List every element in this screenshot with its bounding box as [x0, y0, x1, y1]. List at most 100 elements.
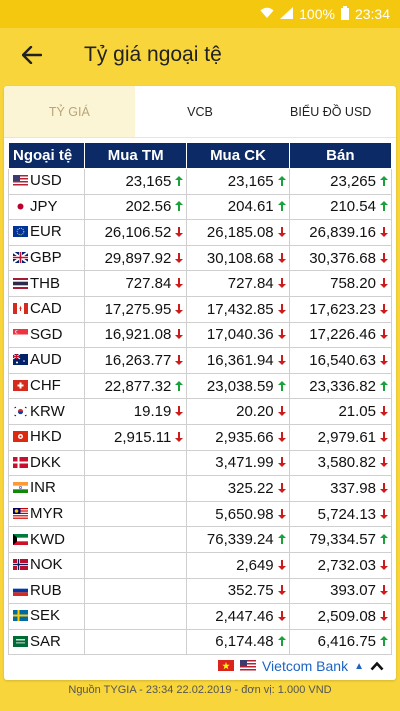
rates-card: TỶ GIÁ VCB BIỂU ĐỒ USD Ngoại tệ Mua TM M…: [4, 86, 396, 680]
down-arrow-icon: [277, 559, 287, 573]
table-row[interactable]: JPY 202.56 204.61 210.54: [8, 193, 393, 221]
mua-ck-value: 352.75: [227, 582, 274, 600]
ban-cell: 16,540.63: [288, 347, 393, 374]
down-arrow-icon: [379, 406, 389, 419]
exchange-rate-table: Ngoại tệ Mua TM Mua CK Bán USD 23,165 23…: [8, 142, 393, 656]
table-row[interactable]: USD 23,165 23,165 23,265: [8, 168, 393, 195]
mua-ck-value: 2,935.66: [215, 428, 274, 446]
currency-code: KWD: [30, 530, 65, 548]
down-arrow-icon: [277, 610, 287, 624]
table-row[interactable]: NOK 2,649 2,732.03: [8, 551, 393, 579]
table-row[interactable]: RUB 352.75 393.07: [8, 577, 393, 605]
mua-ck-cell: 20.20: [186, 398, 290, 425]
mua-tm-value: 727.84: [125, 275, 172, 293]
down-arrow-icon: [379, 354, 389, 368]
table-row[interactable]: CAD 17,275.95 17,432.85 17,623.23: [8, 295, 393, 323]
down-arrow-icon: [379, 329, 389, 342]
table-row[interactable]: CHF 22,877.32 23,038.59 23,336.82: [8, 372, 393, 400]
mua-tm-cell: [83, 500, 188, 528]
rub-flag-icon: [13, 583, 28, 600]
chf-flag-icon: [13, 378, 28, 395]
table-row[interactable]: AUD 16,263.77 16,361.94 16,540.63: [8, 347, 393, 374]
currency-code: SEK: [30, 607, 61, 625]
sgd-flag-icon: [13, 327, 28, 344]
currency-cell: NOK: [8, 551, 85, 579]
up-arrow-icon: [379, 175, 389, 189]
ban-value: 23,265: [330, 172, 376, 190]
ban-cell: 26,839.16: [288, 219, 393, 246]
mua-ck-value: 30,108.68: [206, 249, 274, 267]
tab-bieu-do-usd[interactable]: BIỂU ĐỒ USD: [290, 104, 372, 119]
mua-ck-cell: 30,108.68: [186, 244, 290, 272]
table-row[interactable]: THB 727.84 727.84 758.20: [8, 270, 393, 297]
mua-ck-value: 325.22: [227, 479, 274, 497]
chevron-up-icon[interactable]: [370, 658, 384, 674]
currency-code: SAR: [30, 632, 61, 650]
currency-code: CAD: [30, 300, 62, 318]
currency-cell: DKK: [8, 449, 85, 477]
tab-ty-gia[interactable]: TỶ GIÁ: [4, 86, 135, 137]
table-row[interactable]: HKD 2,915.11 2,935.66 2,979.61: [8, 423, 393, 451]
mua-ck-cell: 3,471.99: [186, 449, 290, 477]
ban-cell: 23,265: [288, 168, 393, 195]
up-arrow-icon: [379, 534, 389, 547]
up-arrow-icon: [379, 636, 389, 649]
mua-tm-cell: 23,165: [83, 168, 188, 195]
ban-value: 2,732.03: [317, 556, 376, 574]
nok-flag-icon: [13, 557, 28, 574]
table-row[interactable]: SEK 2,447.46 2,509.08: [8, 603, 393, 630]
currency-code: AUD: [30, 351, 62, 369]
table-row[interactable]: DKK 3,471.99 3,580.82: [8, 449, 393, 477]
down-arrow-icon: [379, 252, 389, 266]
table-row[interactable]: SGD 16,921.08 17,040.36 17,226.46: [8, 321, 393, 349]
thb-flag-icon: [13, 276, 28, 293]
ban-value: 3,580.82: [317, 454, 376, 472]
ban-cell: 758.20: [288, 270, 393, 297]
table-row[interactable]: GBP 29,897.92 30,108.68 30,376.68: [8, 244, 393, 272]
mua-tm-cell: 16,263.77: [83, 347, 188, 374]
table-row[interactable]: KWD 76,339.24 79,334.57: [8, 526, 393, 553]
down-arrow-icon: [174, 329, 184, 342]
currency-code: INR: [30, 479, 56, 497]
eur-flag-icon: [13, 224, 28, 241]
down-arrow-icon: [379, 431, 389, 445]
tab-vcb[interactable]: VCB: [187, 104, 213, 119]
currency-cell: JPY: [8, 193, 85, 221]
dropdown-triangle-icon: ▲: [354, 660, 364, 672]
mua-tm-cell: [83, 603, 188, 630]
mua-tm-value: 16,263.77: [104, 351, 172, 369]
inr-flag-icon: [13, 480, 28, 497]
down-arrow-icon: [174, 303, 184, 317]
table-row[interactable]: SAR 6,174.48 6,416.75: [8, 628, 393, 656]
currency-code: SGD: [30, 325, 63, 343]
mua-ck-cell: 26,185.08: [186, 219, 290, 246]
currency-code: JPY: [30, 197, 58, 215]
mua-ck-value: 6,174.48: [215, 633, 274, 651]
table-row[interactable]: KRW 19.19 20.20 21.05: [8, 398, 393, 425]
vietnam-flag-icon: [217, 658, 234, 674]
mua-tm-value: 26,106.52: [104, 223, 172, 241]
header-mua-ck: Mua CK: [186, 142, 290, 169]
mua-ck-cell: 17,432.85: [186, 295, 290, 323]
mua-ck-value: 727.84: [227, 275, 274, 293]
ban-value: 26,839.16: [309, 223, 376, 241]
aud-flag-icon: [12, 352, 28, 369]
ban-value: 17,623.23: [309, 300, 376, 318]
table-row[interactable]: INR 325.22 337.98: [8, 475, 393, 502]
down-arrow-icon: [379, 482, 389, 496]
ban-cell: 210.54: [288, 193, 393, 221]
tab-bar: TỶ GIÁ VCB BIỂU ĐỒ USD: [4, 86, 396, 138]
currency-code: DKK: [30, 453, 61, 471]
bank-selector[interactable]: Vietcom Bank ▲: [4, 652, 396, 680]
up-arrow-icon: [174, 175, 184, 189]
mua-ck-cell: 204.61: [186, 193, 290, 221]
mua-tm-value: 23,165: [125, 172, 172, 190]
table-row[interactable]: MYR 5,650.98 5,724.13: [8, 500, 393, 528]
table-row[interactable]: EUR 26,106.52 26,185.08 26,839.16: [8, 219, 393, 246]
mua-ck-value: 17,040.36: [206, 326, 274, 344]
back-arrow-icon[interactable]: [18, 41, 46, 69]
mua-ck-value: 26,185.08: [206, 223, 274, 241]
header-ban: Bán: [288, 142, 393, 169]
header-currency: Ngoại tệ: [8, 142, 85, 169]
mua-ck-value: 76,339.24: [206, 531, 274, 549]
